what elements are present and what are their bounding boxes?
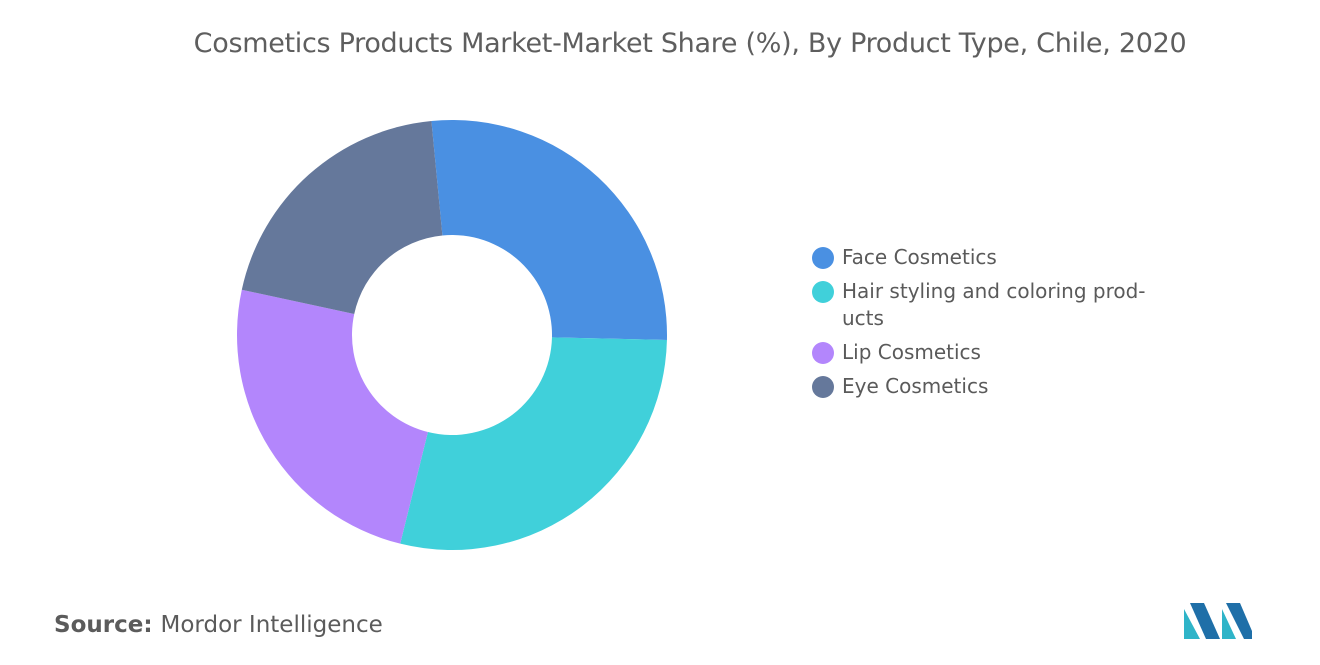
- donut-slice-lip-cosmetics: [236, 289, 428, 544]
- legend-marker-eye-cosmetics: [812, 376, 834, 398]
- legend-marker-lip-cosmetics: [812, 342, 834, 364]
- legend-label-lip-cosmetics: Lip Cosmetics: [842, 340, 981, 364]
- source-note: Source: Mordor Intelligence: [54, 612, 383, 638]
- legend-item-face-cosmetics: Face Cosmetics: [812, 244, 1172, 271]
- chart-legend: Face Cosmetics Hair styling and coloring…: [812, 244, 1172, 407]
- legend-label-face-cosmetics: Face Cosmetics: [842, 245, 997, 269]
- legend-item-hair-styling: Hair styling and coloring prod-ucts: [812, 278, 1172, 332]
- legend-item-eye-cosmetics: Eye Cosmetics: [812, 373, 1172, 400]
- legend-label-hair-styling: Hair styling and coloring prod-ucts: [842, 279, 1146, 330]
- legend-marker-hair-styling: [812, 281, 834, 303]
- donut-slice-eye-cosmetics: [241, 120, 443, 314]
- source-label: Source:: [54, 612, 153, 638]
- mordor-intelligence-logo-icon: [1184, 603, 1252, 639]
- legend-item-lip-cosmetics: Lip Cosmetics: [812, 339, 1172, 366]
- legend-label-eye-cosmetics: Eye Cosmetics: [842, 374, 989, 398]
- chart-title: Cosmetics Products Market-Market Share (…: [193, 28, 1187, 59]
- source-text: Mordor Intelligence: [160, 612, 383, 638]
- donut-slice-face-cosmetics: [431, 119, 668, 341]
- donut-slice-hair-styling-and-coloring-products: [400, 337, 667, 550]
- legend-marker-face-cosmetics: [812, 247, 834, 269]
